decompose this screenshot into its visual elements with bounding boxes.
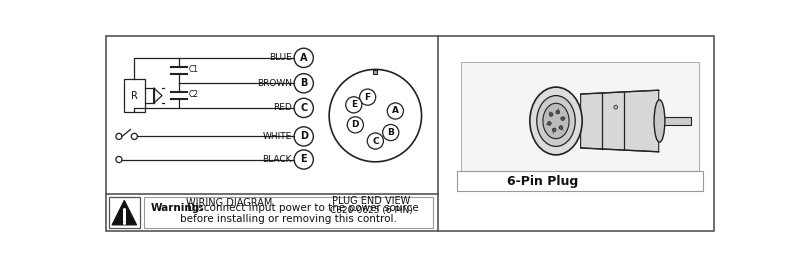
FancyBboxPatch shape <box>144 197 433 228</box>
Circle shape <box>561 117 565 121</box>
Text: WHITE: WHITE <box>262 132 292 141</box>
Ellipse shape <box>537 96 575 147</box>
Text: BLACK: BLACK <box>262 155 292 164</box>
Circle shape <box>359 89 376 105</box>
Text: BLUE: BLUE <box>269 53 292 62</box>
Polygon shape <box>154 88 162 103</box>
Text: before installing or removing this control.: before installing or removing this contr… <box>180 214 397 224</box>
Text: RED: RED <box>273 103 292 112</box>
Polygon shape <box>112 200 137 225</box>
Text: B: B <box>300 78 307 88</box>
Text: C820-0625 (6 PIN): C820-0625 (6 PIN) <box>330 206 413 215</box>
Text: B: B <box>387 128 394 137</box>
Text: D: D <box>300 131 308 142</box>
FancyBboxPatch shape <box>106 36 714 231</box>
Text: E: E <box>350 100 357 109</box>
Text: E: E <box>301 154 307 164</box>
Circle shape <box>547 121 551 125</box>
Circle shape <box>294 74 314 93</box>
Circle shape <box>347 117 363 133</box>
Text: PLUG END VIEW: PLUG END VIEW <box>332 196 410 206</box>
Text: R: R <box>131 91 138 101</box>
Text: A: A <box>300 53 307 63</box>
Circle shape <box>367 133 383 149</box>
Ellipse shape <box>654 100 665 142</box>
Text: 6-Pin Plug: 6-Pin Plug <box>507 175 578 187</box>
Text: C2: C2 <box>188 89 198 98</box>
Circle shape <box>294 150 314 169</box>
Ellipse shape <box>530 87 582 155</box>
Circle shape <box>549 112 553 116</box>
Circle shape <box>329 69 422 162</box>
Text: Disconnect input power to the power source: Disconnect input power to the power sour… <box>184 203 418 213</box>
Circle shape <box>387 103 403 119</box>
Circle shape <box>116 133 122 139</box>
FancyBboxPatch shape <box>109 197 140 228</box>
Circle shape <box>382 124 399 141</box>
FancyBboxPatch shape <box>461 63 698 180</box>
Ellipse shape <box>543 103 569 139</box>
Polygon shape <box>581 90 658 152</box>
FancyBboxPatch shape <box>457 171 702 191</box>
Circle shape <box>346 97 362 113</box>
FancyBboxPatch shape <box>374 70 378 74</box>
Circle shape <box>552 128 556 132</box>
Text: WIRING DIAGRAM: WIRING DIAGRAM <box>186 198 273 208</box>
Text: Warning:: Warning: <box>150 203 204 213</box>
Circle shape <box>294 48 314 68</box>
Text: C1: C1 <box>188 64 198 74</box>
Text: F: F <box>365 93 370 102</box>
Text: A: A <box>392 106 399 115</box>
FancyBboxPatch shape <box>663 117 691 125</box>
Circle shape <box>614 105 618 109</box>
Text: BROWN: BROWN <box>257 79 292 88</box>
Circle shape <box>131 133 138 139</box>
Circle shape <box>294 98 314 117</box>
Circle shape <box>556 110 560 114</box>
Circle shape <box>116 156 122 163</box>
Text: C: C <box>300 103 307 113</box>
Circle shape <box>294 127 314 146</box>
Circle shape <box>559 126 563 129</box>
Text: D: D <box>351 120 359 129</box>
FancyBboxPatch shape <box>123 79 145 112</box>
Text: C: C <box>372 136 378 145</box>
